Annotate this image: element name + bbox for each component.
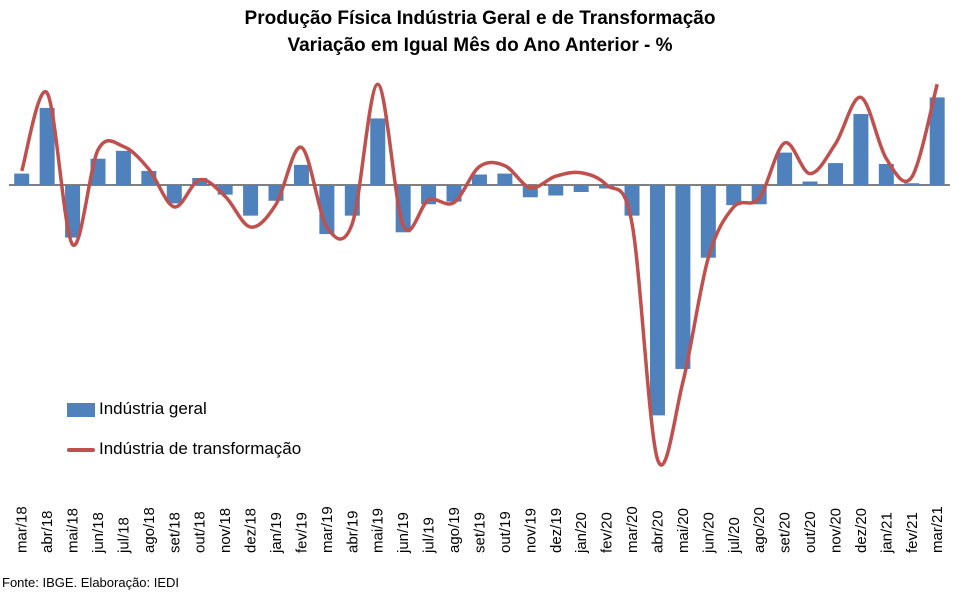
bar-industria-geral-abr-18 [39,107,55,185]
x-tick-label: dez/18 [243,508,260,553]
bar-industria-geral-nov-18 [217,185,233,195]
bar-industria-geral-dez-19 [548,185,564,196]
bar-industria-geral-set-20 [777,152,793,185]
x-tick-label: out/18 [192,511,209,553]
legend-swatch-bar [67,402,95,417]
x-tick-label: nov/20 [827,508,844,553]
x-tick-label: set/20 [777,512,794,553]
x-tick-label: fev/19 [293,512,310,553]
bar-industria-geral-jan-20 [573,185,589,193]
x-tick-label: mai/18 [65,508,82,553]
x-tick-label: dez/19 [548,508,565,553]
x-tick-label: jan/21 [878,512,895,554]
legend-item-industria-transformacao: Indústria de transformação [67,439,301,459]
legend-label-industria-transformacao: Indústria de transformação [99,439,302,458]
x-tick-label: mai/19 [370,508,387,553]
bar-industria-geral-jun-19 [395,185,411,233]
x-tick-label: nov/19 [522,508,539,553]
x-tick-label: fev/20 [599,512,616,553]
x-tick-label: jan/20 [573,512,590,554]
bar-industria-geral-mai-19 [370,118,386,185]
bar-industria-geral-jul-20 [726,185,742,206]
legend-swatch-line [67,447,95,452]
x-tick-label: abr/20 [649,510,666,553]
x-tick-label: mar/18 [14,506,31,553]
bar-industria-geral-abr-20 [649,185,665,416]
chart-title: Produção Física Indústria Geral e de Tra… [244,8,716,29]
x-tick-label: jun/19 [395,512,412,554]
bar-industria-geral-out-20 [802,181,818,185]
source-note: Fonte: IBGE. Elaboração: IEDI [2,575,180,590]
bar-industria-geral-jan-21 [878,163,894,185]
chart-subtitle: Variação em Igual Mês do Ano Anterior - … [287,35,673,56]
x-tick-label: ago/20 [751,507,768,553]
bar-industria-geral-dez-18 [243,185,259,216]
x-tick-label: mai/20 [675,508,692,553]
legend-item-industria-geral: Indústria geral [67,399,207,419]
bar-industria-geral-mai-20 [675,185,691,369]
x-tick-label: set/18 [166,512,183,553]
bar-industria-geral-mar-18 [14,173,30,185]
bar-industria-geral-set-18 [166,185,182,204]
bar-industria-geral-nov-20 [827,163,843,185]
x-tick-label: jul/19 [421,517,438,554]
bar-industria-geral-set-19 [471,174,487,185]
bar-industria-geral-jul-18 [115,150,131,185]
legend-label-industria-geral: Indústria geral [99,399,207,418]
x-tick-label: abr/18 [39,510,56,553]
x-tick-label: jun/20 [700,512,717,554]
x-tick-label: set/19 [471,512,488,553]
x-tick-label: jan/19 [268,512,285,554]
x-tick-label: jun/18 [90,512,107,554]
x-tick-label: dez/20 [853,508,870,553]
x-tick-label: ago/19 [446,507,463,553]
bar-industria-geral-dez-20 [853,114,869,185]
x-tick-label: abr/19 [344,510,361,553]
bar-industria-geral-out-19 [497,173,513,185]
bar-industria-geral-mar-21 [929,97,945,185]
bar-industria-geral-fev-19 [293,164,309,185]
x-tick-label: jul/18 [115,517,132,554]
x-tick-label: ago/18 [141,507,158,553]
x-tick-label: fev/21 [904,512,921,553]
x-tick-label: out/20 [802,511,819,553]
bar-industria-geral-fev-21 [904,183,920,185]
x-tick-label: mar/20 [624,506,641,553]
x-tick-label: mar/19 [319,506,336,553]
x-tick-label: jul/20 [726,517,743,554]
x-tick-label: out/19 [497,511,514,553]
line-industria-transformacao [20,82,939,467]
x-tick-label: nov/18 [217,508,234,553]
bar-industria-geral-jun-20 [700,185,716,258]
x-tick-label: mar/21 [929,506,946,553]
